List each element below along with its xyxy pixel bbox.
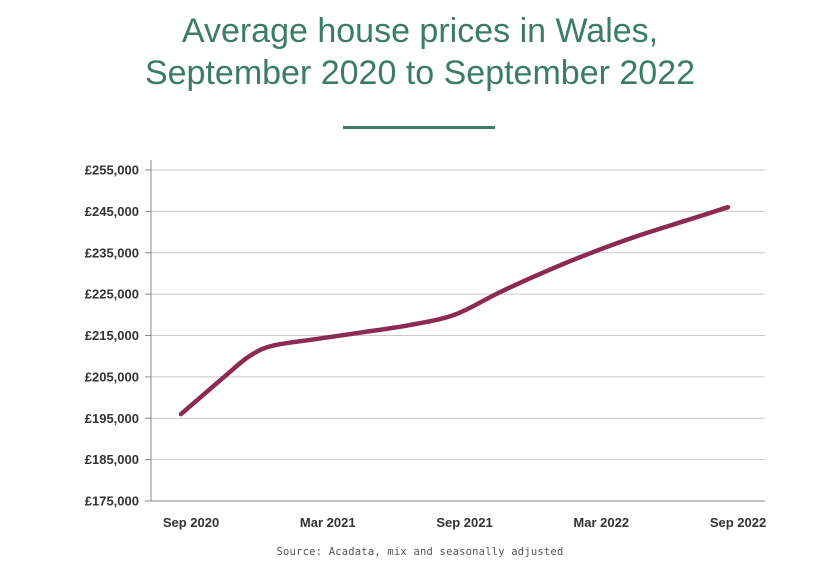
y-tick-label: £215,000: [85, 328, 139, 343]
y-tick-label: £255,000: [85, 163, 139, 178]
y-tick-label: £185,000: [85, 452, 139, 467]
y-tick-label: £205,000: [85, 369, 139, 384]
chart-axes: [150, 160, 765, 502]
y-tick-label: £175,000: [85, 494, 139, 509]
chart-gridlines: [151, 169, 765, 461]
x-tick-label: Sep 2020: [163, 515, 219, 530]
chart-title-line-1: Average house prices in Wales,: [181, 12, 659, 50]
source-note: Source: Acadata, mix and seasonally adju…: [276, 546, 564, 558]
y-tick-label: £195,000: [85, 411, 139, 426]
y-tick-label: £235,000: [85, 245, 139, 260]
x-tick-label: Mar 2022: [573, 515, 629, 530]
series-line-house-price: [178, 204, 731, 417]
title-underline: [343, 126, 495, 129]
x-tick-label: Sep 2022: [710, 515, 766, 530]
x-tick-label: Mar 2021: [300, 515, 356, 530]
y-tick-label: £225,000: [85, 287, 139, 302]
x-tick-label: Sep 2021: [436, 515, 492, 530]
y-tick-label: £245,000: [85, 204, 139, 219]
chart-title-line-2: September 2020 to September 2022: [144, 54, 696, 92]
chart-series: [178, 204, 731, 417]
chart-title: Average house prices in Wales, September…: [0, 10, 840, 94]
y-axis-ticks: £175,000 £185,000 £195,000 £205,000 £215,000…: [85, 163, 151, 509]
x-axis-ticks: Sep 2020 Mar 2021 Sep 2021 Mar 2022 Sep 2022: [163, 515, 766, 530]
